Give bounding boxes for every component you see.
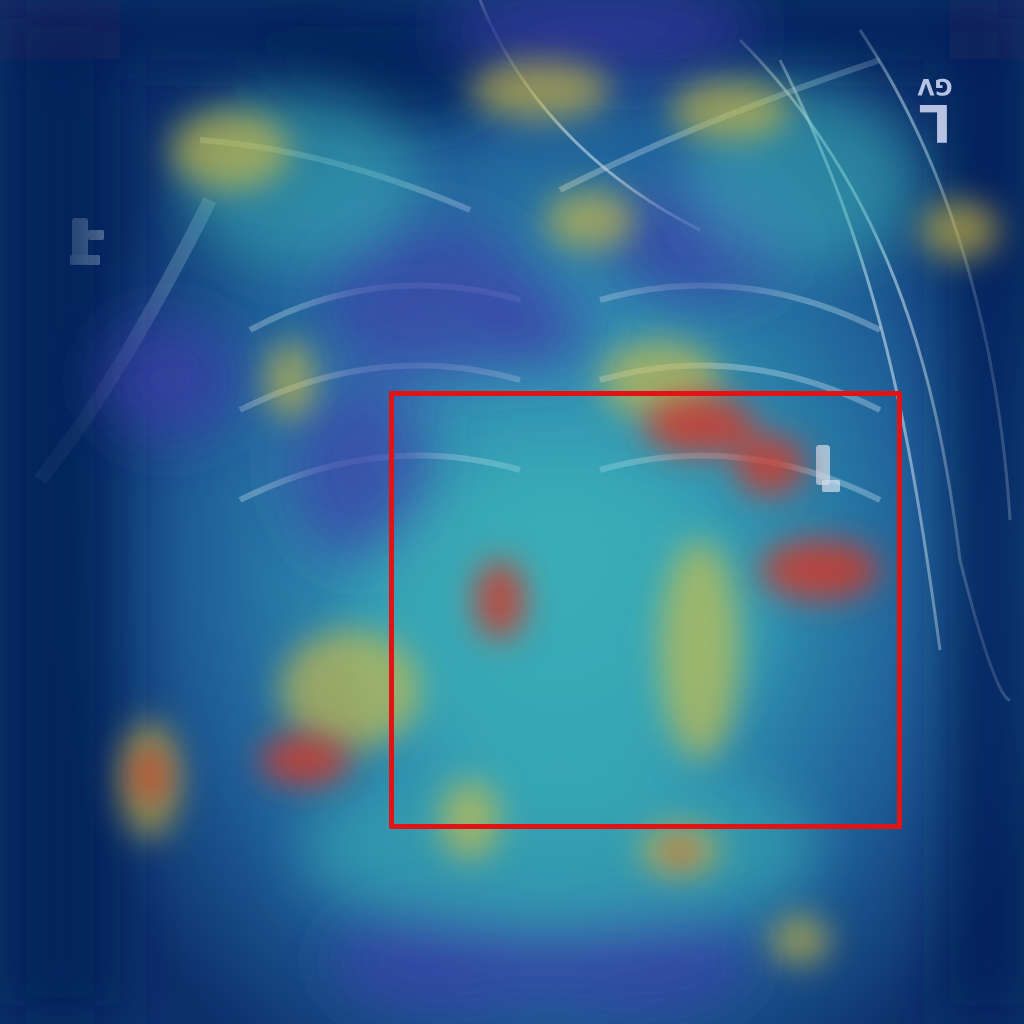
roi-bounding-box — [389, 391, 902, 829]
ecg-clip-right — [816, 445, 840, 492]
side-marker: GV L — [906, 64, 964, 162]
marker-side-letter: L — [918, 92, 952, 152]
